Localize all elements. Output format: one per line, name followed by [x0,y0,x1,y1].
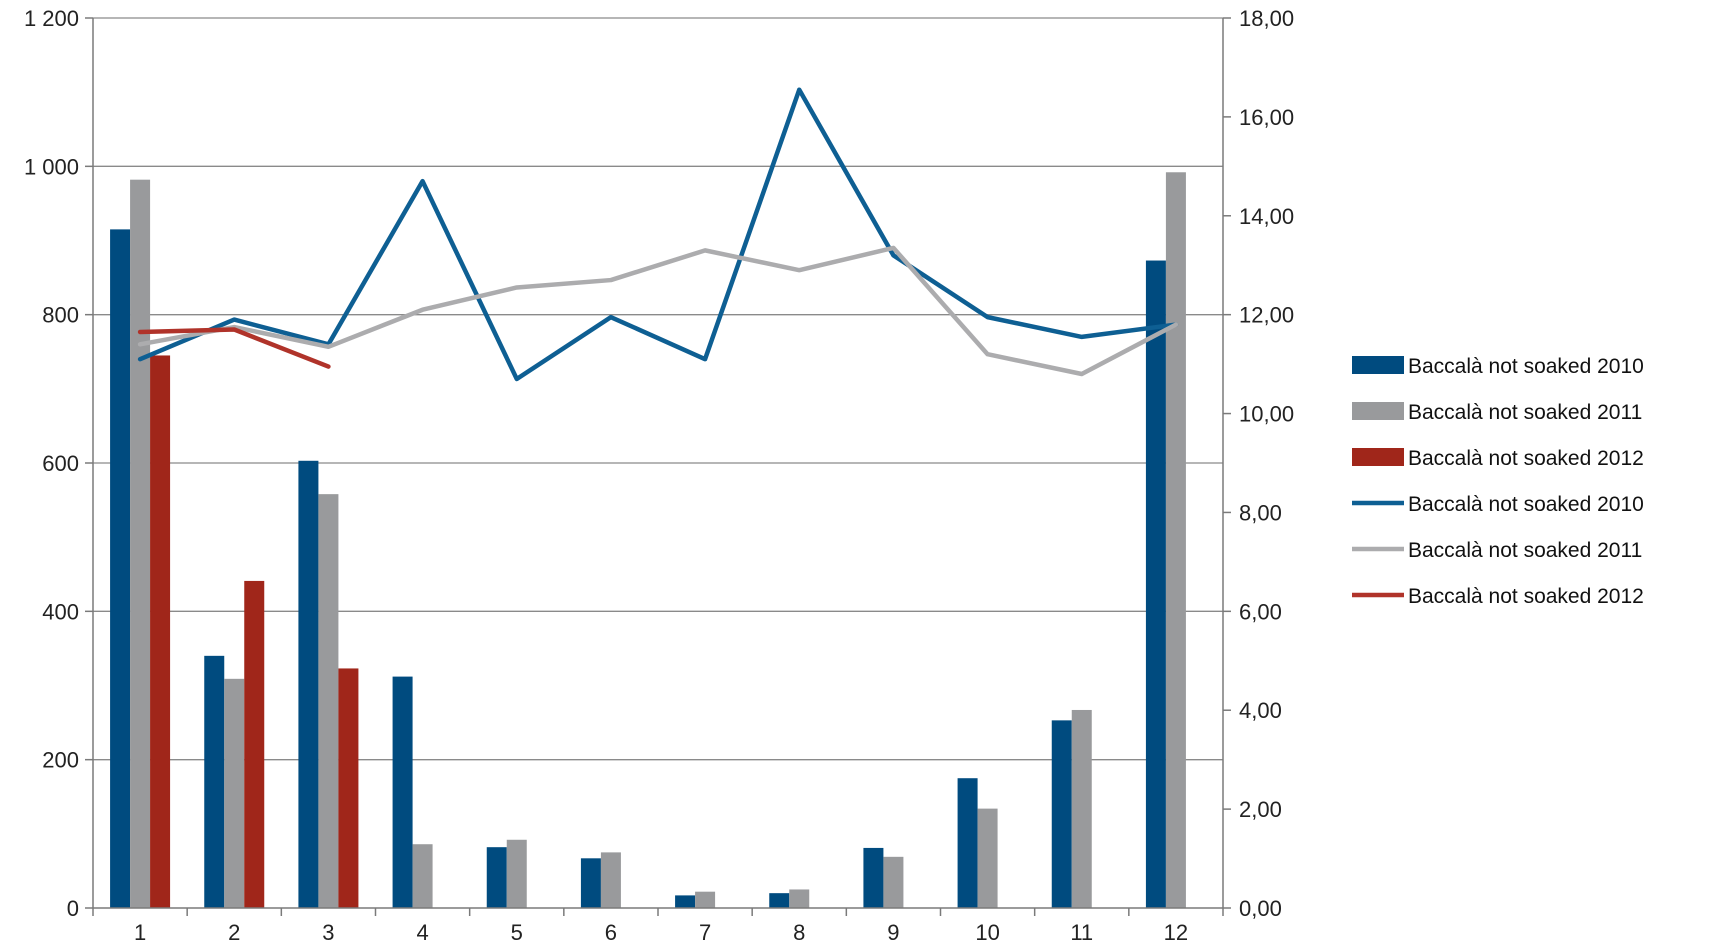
right-axis-ticks: 0,00 2,00 4,00 6,00 8,00 10,00 12,00 14,00 16,00… [1223,6,1294,921]
bar [1071,709,1092,908]
right-tick-label: 16,00 [1239,105,1294,130]
right-tick-label: 18,00 [1239,6,1294,31]
legend-label: Baccalà not soaked 2011 [1408,539,1642,562]
x-tick-label: 7 [699,920,711,945]
x-tick-label: 4 [416,920,428,945]
legend-item: Baccalà not soaked 2011 [1352,539,1642,562]
bar [695,891,716,908]
legend: Baccalà not soaked 2010 Baccalà not soake… [1352,355,1644,608]
legend-item: Baccalà not soaked 2012 [1352,447,1644,470]
bar [1145,260,1166,908]
right-tick-label: 10,00 [1239,402,1294,427]
x-tick-label: 12 [1164,920,1188,945]
bar [957,778,978,908]
bar [977,808,998,908]
legend-item: Baccalà not soaked 2011 [1352,401,1642,424]
right-tick-label: 0,00 [1239,896,1282,921]
right-tick-label: 6,00 [1239,599,1282,624]
legend-swatch-bar [1352,356,1404,374]
x-tick-label: 1 [134,920,146,945]
left-tick-label: 200 [42,748,79,773]
left-tick-label: 1 200 [24,6,79,31]
bar [600,852,621,908]
legend-label: Baccalà not soaked 2011 [1408,401,1642,424]
bar [506,839,527,908]
bar [883,856,904,908]
x-tick-label: 2 [228,920,240,945]
bar [1165,172,1186,908]
bar [244,580,265,908]
bar [486,847,507,908]
x-tick-label: 8 [793,920,805,945]
bar [789,889,810,908]
bar [412,844,433,908]
x-axis-ticks: 1 2 3 4 5 6 7 8 9 10 11 12 [92,908,1224,945]
gridlines [93,17,1223,761]
legend-label: Baccalà not soaked 2010 [1408,355,1644,378]
left-axis-ticks: 0 200 400 600 800 1 000 1 200 [24,6,93,921]
bar [675,895,696,908]
bar [580,858,601,908]
legend-item: Baccalà not soaked 2010 [1352,355,1644,378]
right-tick-label: 4,00 [1239,698,1282,723]
left-tick-label: 400 [42,599,79,624]
legend-item: Baccalà not soaked 2012 [1352,585,1644,608]
series-line [137,327,331,369]
left-tick-label: 1 000 [24,154,79,179]
line-series [137,87,1179,382]
bar [318,494,339,908]
legend-swatch-bar [1352,402,1404,420]
bar [392,676,413,908]
legend-swatch-bar [1352,448,1404,466]
series-line [137,245,1179,377]
bar [298,460,319,908]
bar [110,229,131,908]
bar [204,655,225,908]
right-tick-label: 8,00 [1239,500,1282,525]
bar [863,847,884,908]
legend-label: Baccalà not soaked 2012 [1408,585,1644,608]
series-line [137,87,1179,382]
right-tick-label: 2,00 [1239,797,1282,822]
legend-item: Baccalà not soaked 2010 [1352,493,1644,516]
x-tick-label: 9 [887,920,899,945]
left-tick-label: 800 [42,303,79,328]
bar [338,668,359,908]
bar [224,678,245,908]
x-tick-label: 11 [1070,920,1093,945]
legend-label: Baccalà not soaked 2012 [1408,447,1644,470]
bar-series [110,172,1186,908]
x-tick-label: 10 [975,920,999,945]
x-tick-label: 3 [322,920,334,945]
right-tick-label: 12,00 [1239,303,1294,328]
bar [769,893,790,908]
left-tick-label: 600 [42,451,79,476]
x-tick-label: 6 [605,920,617,945]
bar [150,355,171,908]
right-tick-label: 14,00 [1239,204,1294,229]
bar [1051,720,1072,908]
left-tick-label: 0 [67,896,79,921]
bar [130,179,151,908]
x-tick-label: 5 [511,920,523,945]
legend-label: Baccalà not soaked 2010 [1408,493,1644,516]
